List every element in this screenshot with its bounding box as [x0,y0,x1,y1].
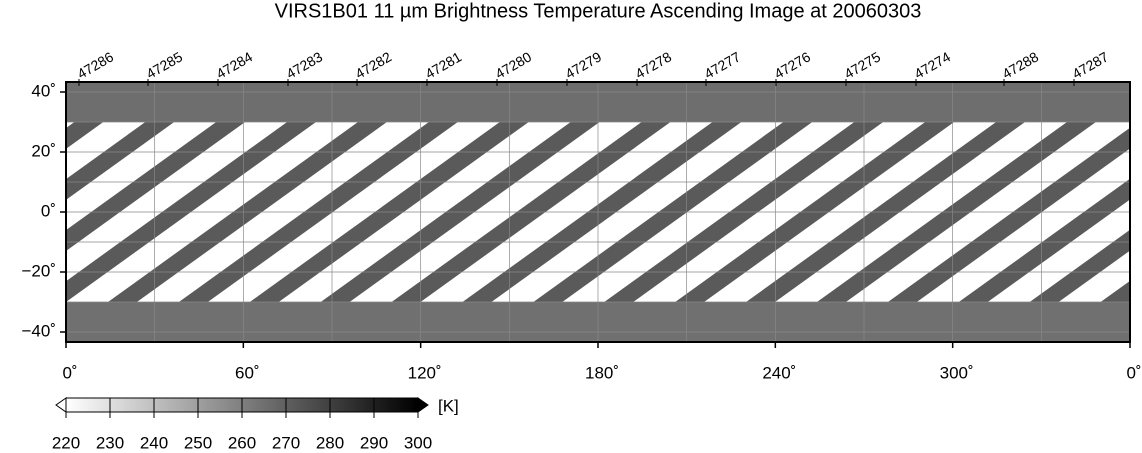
colorbar-tick-label: 230 [96,433,124,452]
orbit-label: 47280 [492,48,534,81]
colorbar-tick-label: 290 [360,433,388,452]
swath-gap [66,122,146,180]
swath-gap [1058,250,1130,302]
title: VIRS1B01 11 µm Brightness Temperature As… [275,0,922,22]
lat-tick-label: 0˚ [41,201,56,220]
lon-tick-label: 300˚ [940,363,974,382]
orbit-label: 47284 [213,48,255,81]
orbit-label: 47288 [999,48,1041,81]
swath-gap [916,148,1130,302]
colorbar: [K] 220 230 240 250 260 270 280 290 300 [52,396,459,452]
swath-gap [66,122,217,231]
colorbar-tick-label: 240 [140,433,168,452]
swath-gap [66,122,75,129]
lon-tick-label: 180˚ [585,363,619,382]
colorbar-tick-label: 280 [316,433,344,452]
lon-tick-label: 60˚ [235,363,260,382]
orbit-label: 47277 [701,48,743,81]
colorbar-low-arrow [55,397,67,413]
lon-tick-label: 120˚ [408,363,442,382]
colorbar-tick-label: 250 [184,433,212,452]
orbit-label: 47276 [771,48,813,81]
swath-gap [0,122,4,302]
swath-gap [66,122,288,282]
lon-tick-label: 0˚ [62,363,77,382]
colorbar-tick-label: 220 [52,433,80,452]
graticule [66,82,1130,342]
colorbar-unit: [K] [438,396,459,415]
orbit-label: 47274 [911,48,953,81]
colorbar-tick-label: 300 [404,433,432,452]
orbit-label: 47285 [143,48,185,81]
orbit-label: 47278 [632,48,674,81]
lat-tick-label: 20˚ [31,141,56,160]
lat-tick-label: 40˚ [31,81,56,100]
colorbar-tick-label: 270 [272,433,300,452]
orbit-label: 47283 [283,48,325,81]
orbit-label: 47287 [1069,48,1111,81]
orbit-label: 47286 [74,48,116,81]
lon-tick-label: 240˚ [762,363,796,382]
orbit-label: 47275 [841,48,883,81]
colorbar-tick-label: 260 [228,433,256,452]
lat-tick-label: −20˚ [22,261,57,280]
swath-gap [1129,301,1130,302]
orbit-label: 47281 [422,48,464,81]
swath-gap [987,199,1130,302]
orbit-label: 47282 [352,48,394,81]
colorbar-high-arrow [417,397,429,413]
lat-tick-label: −40˚ [22,321,57,340]
lon-tick-label: 0˚ [1126,363,1141,382]
orbit-label: 47279 [562,48,604,81]
